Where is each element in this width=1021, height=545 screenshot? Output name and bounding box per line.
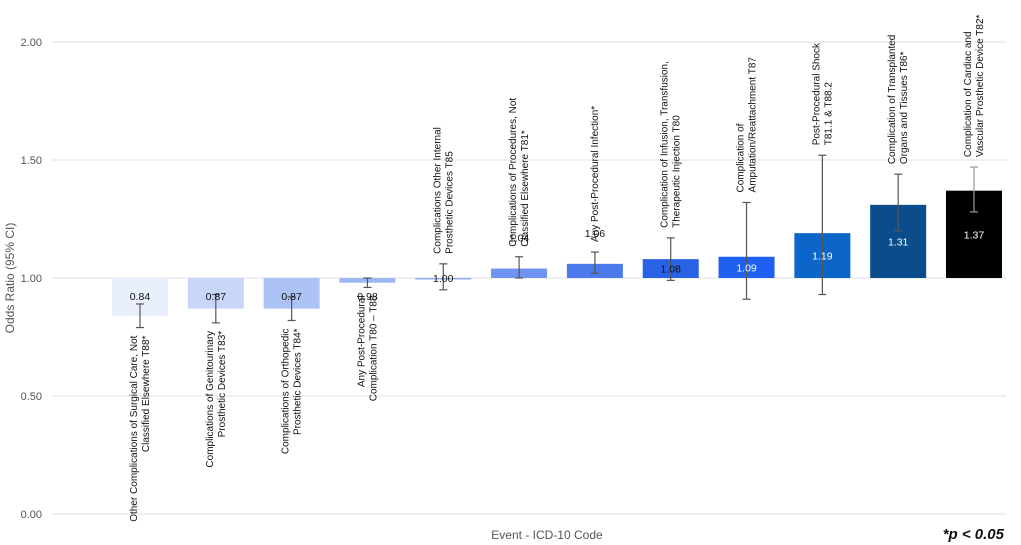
y-tick-label: 0.00 [21,509,42,521]
y-tick-label: 1.50 [21,155,42,167]
category-label: Complications of Procedures, Not Classifi… [508,98,531,247]
y-tick-label: 0.50 [21,391,42,403]
value-label: 1.37 [964,229,985,241]
error-bar [287,296,296,322]
category-label: Complication of Infusion, Transfusion, Th… [660,61,683,228]
category-label-line: Classified Elsewhere T88* [141,335,152,452]
error-bars [136,154,978,329]
category-label: Post-Procedural Shock T81.1 & T88.2 [811,42,834,145]
category-label-line: Complication of [736,123,747,192]
value-label: 1.31 [888,236,909,248]
error-bar [136,303,144,329]
value-label: 1.08 [661,264,682,276]
category-label-line: Therapeutic Injection T80 [672,115,683,228]
category-label-line: Vascular Prosthetic Device T82* [975,15,986,158]
error-bar [970,166,978,213]
value-label: 0.84 [130,291,151,303]
category-label-line: Complications of Procedures, Not [508,98,519,247]
category-label: Complications Other Internal Prosthetic D… [432,127,455,254]
category-label-line: Any Post-Procedural [356,295,367,387]
category-label: Any Post-Procedural Infection* [590,106,601,242]
value-label: 0.87 [281,291,302,303]
category-label-line: T81.1 & T88.2 [823,82,834,146]
category-label-line: Prosthetic Devices T83* [217,331,228,438]
y-axis-ticks: 0.00 0.50 1.00 1.50 2.00 [21,37,42,521]
category-label: Complication of Amputation/Reattachment T… [736,57,759,193]
error-bar [894,173,903,232]
x-axis-title: Event - ICD-10 Code [491,528,603,542]
category-label-line: Other Complications of Surgical Care, No… [129,335,140,521]
category-label-line: Complication T80 – T88 [368,295,379,401]
error-bar [742,201,751,300]
category-label-line: Organs and Tissues T86* [899,51,910,164]
value-label: 1.19 [812,251,833,263]
error-bar [439,263,448,291]
value-label: 1.09 [736,262,757,274]
error-bar [363,277,372,289]
value-label: 1.04 [509,233,530,245]
y-tick-label: 1.00 [21,273,42,285]
category-label: Complications of Genitourinary Prosthetic… [205,331,228,468]
category-label: Complication of Transplanted Organs and T… [887,35,910,165]
error-bar [590,251,599,274]
category-label: Complication of Cardiac and Vascular Pros… [963,15,986,158]
category-label: Any Post-Procedural Complication T80 – T8… [356,295,379,401]
value-label: 1.00 [433,273,454,285]
error-bar [211,293,220,324]
category-label-line: Any Post-Procedural Infection* [590,106,601,242]
category-label-line: Complication of Infusion, Transfusion, [660,61,671,228]
category-label-line: Prosthetic Devices T84* [293,328,304,435]
category-label-line: Complications of Orthopedic [281,328,292,454]
error-bar [818,154,827,296]
y-tick-label: 2.00 [21,37,42,49]
category-label-line: Complication of Cardiac and [963,31,974,157]
value-labels: 0.84 0.87 0.87 0.98 1.00 1.04 1.06 1.08 1.09 1.19… [130,228,985,303]
value-label: 0.98 [357,291,378,303]
category-label-line: Post-Procedural Shock [811,42,822,145]
value-label: 1.06 [585,228,606,240]
significance-note: *p < 0.05 [943,526,1005,543]
category-label-line: Prosthetic Devices T85 [444,151,455,254]
category-label-line: Complications Other Internal [432,127,443,254]
category-labels: Other Complications of Surgical Care, No… [129,15,986,522]
value-label: 0.87 [206,291,227,303]
category-label: Complications of Orthopedic Prosthetic De… [281,328,304,454]
error-bar [515,256,524,279]
error-bar [666,237,675,281]
category-label-line: Classified Elsewhere T81* [520,130,531,247]
category-label-line: Complication of Transplanted [887,35,898,165]
bars [112,190,1002,316]
category-label: Other Complications of Surgical Care, No… [129,335,152,521]
category-label-line: Complications of Genitourinary [205,331,216,468]
category-label-line: Amputation/Reattachment T87 [748,57,759,193]
y-axis-title: Odds Ratio (95% CI) [3,223,17,334]
